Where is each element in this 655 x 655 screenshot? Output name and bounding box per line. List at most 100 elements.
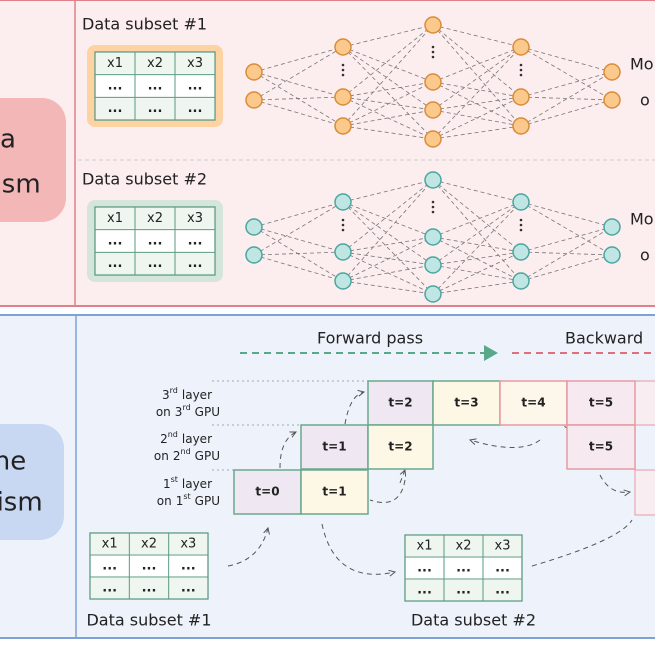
edge <box>342 96 434 111</box>
time-cell <box>300 469 369 515</box>
time-label: t=4 <box>521 396 545 410</box>
table-cell: ... <box>181 559 196 574</box>
ordinal: 1 <box>163 477 171 491</box>
node <box>512 243 530 261</box>
table-cell: x3 <box>495 539 511 554</box>
pill-text: a <box>0 125 16 155</box>
edge <box>432 236 522 282</box>
table-cell: x3 <box>187 56 203 71</box>
node <box>424 171 442 189</box>
edge <box>342 24 434 48</box>
legend-label: Forward pass <box>317 329 423 348</box>
edge <box>520 46 613 101</box>
ellipsis-dot <box>341 223 345 227</box>
ellipsis-dot <box>519 68 523 72</box>
word: layer <box>182 432 212 446</box>
node <box>245 246 263 264</box>
suffix: rd <box>170 386 178 395</box>
subset-title: Data subset #2 <box>411 611 536 630</box>
node <box>424 101 442 119</box>
table-cell: ... <box>148 101 163 116</box>
table-cell: x2 <box>147 211 163 226</box>
pill <box>0 98 66 222</box>
ellipsis-dot <box>341 228 345 232</box>
ellipsis-dot <box>519 228 523 232</box>
table-cell: ... <box>108 101 123 116</box>
edge <box>520 251 613 256</box>
table-cell: ... <box>142 581 157 596</box>
edge <box>342 236 434 253</box>
table-cell: x3 <box>180 537 196 552</box>
ellipsis-dot <box>431 50 435 54</box>
layer-label: on 1st GPU <box>157 492 220 508</box>
ellipsis-dot <box>341 218 345 222</box>
ellipsis-dot <box>431 210 435 214</box>
table-cell: x2 <box>147 56 163 71</box>
edge <box>253 71 344 127</box>
node <box>334 193 352 211</box>
table-cell: ... <box>495 583 510 598</box>
edge <box>432 251 522 266</box>
model-label: o <box>640 246 650 265</box>
edge <box>342 179 434 253</box>
table-cell: x2 <box>141 537 157 552</box>
edge <box>342 46 434 111</box>
edge <box>432 46 522 83</box>
subset-title: Data subset #1 <box>82 15 207 34</box>
edge <box>520 71 613 98</box>
suffix: nd <box>181 447 191 456</box>
edge <box>432 96 522 111</box>
layer-label: on 3rd GPU <box>156 403 220 419</box>
word: GPU <box>195 449 220 463</box>
time-label: t=5 <box>589 396 613 410</box>
row-bg <box>96 98 214 119</box>
table-cell: ... <box>102 581 117 596</box>
ellipsis-dot <box>431 45 435 49</box>
table-cell: ... <box>417 561 432 576</box>
edge <box>520 201 613 228</box>
edge <box>253 96 344 101</box>
table-cell: ... <box>108 79 123 94</box>
time-label: t=1 <box>322 485 346 499</box>
table-cell: ... <box>108 234 123 249</box>
table-cell: x2 <box>456 539 472 554</box>
edge <box>342 179 434 282</box>
table-cell: ... <box>148 234 163 249</box>
edge <box>432 24 522 98</box>
node <box>603 246 621 264</box>
node <box>424 228 442 246</box>
node <box>512 38 530 56</box>
ordinal: 1 <box>176 494 184 508</box>
cell-cropped <box>634 469 655 516</box>
edge <box>342 201 434 266</box>
pill-text: ne <box>0 447 26 477</box>
edge <box>342 280 434 295</box>
table-cell: ... <box>456 561 471 576</box>
row-bg <box>91 534 207 554</box>
node <box>512 193 530 211</box>
table-cell: ... <box>148 256 163 271</box>
edge <box>342 24 434 98</box>
row-bg <box>96 53 214 74</box>
edge <box>520 226 613 253</box>
edge <box>342 81 434 98</box>
word: layer <box>182 388 212 402</box>
time-label: t=0 <box>255 485 279 499</box>
word: on <box>154 449 169 463</box>
ellipsis-dot <box>431 55 435 59</box>
edge <box>253 99 344 127</box>
table-cell: ... <box>102 559 117 574</box>
ellipsis-dot <box>519 63 523 67</box>
suffix: rd <box>182 403 190 412</box>
table-cell: x3 <box>187 211 203 226</box>
ellipsis-dot <box>519 218 523 222</box>
edge <box>342 125 434 140</box>
edge <box>342 81 434 127</box>
pill-text: lism <box>0 488 43 518</box>
edge <box>253 71 344 98</box>
table-cell: ... <box>417 583 432 598</box>
model-label: o <box>640 91 650 110</box>
edge <box>342 201 434 295</box>
node <box>334 117 352 135</box>
